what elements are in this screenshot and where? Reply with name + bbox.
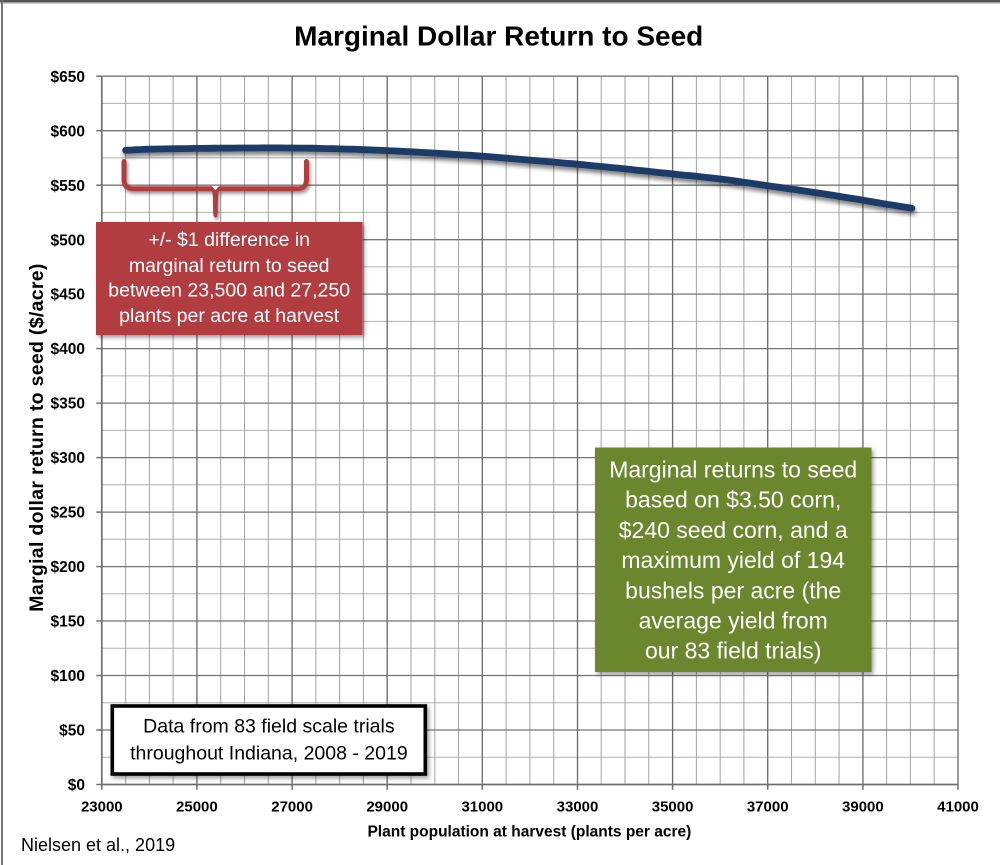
svg-text:$150: $150	[51, 614, 85, 631]
svg-text:based on $3.50 corn,: based on $3.50 corn,	[625, 487, 841, 513]
svg-text:23000: 23000	[81, 799, 123, 816]
svg-text:marginal return to seed: marginal return to seed	[129, 255, 330, 277]
svg-text:Plant population at harvest (p: Plant population at harvest (plants per …	[367, 824, 691, 841]
svg-text:$0: $0	[68, 777, 85, 794]
svg-text:plants per acre at harvest: plants per acre at harvest	[119, 305, 340, 327]
svg-text:33000: 33000	[557, 799, 599, 816]
svg-text:bushels per acre (the: bushels per acre (the	[625, 578, 841, 604]
svg-text:37000: 37000	[747, 799, 789, 816]
svg-text:+/- $1 difference in: +/- $1 difference in	[148, 229, 310, 251]
svg-text:Marginal Dollar Return to Seed: Marginal Dollar Return to Seed	[294, 21, 703, 52]
svg-text:average yield from: average yield from	[639, 608, 828, 634]
svg-text:$200: $200	[51, 559, 85, 576]
svg-text:$650: $650	[51, 69, 85, 86]
svg-text:27000: 27000	[271, 799, 313, 816]
svg-text:throughout Indiana, 2008 - 201: throughout Indiana, 2008 - 2019	[130, 743, 408, 765]
svg-text:$240 seed corn, and a: $240 seed corn, and a	[619, 517, 848, 543]
svg-text:25000: 25000	[176, 799, 218, 816]
svg-text:between 23,500 and 27,250: between 23,500 and 27,250	[108, 280, 350, 302]
svg-text:41000: 41000	[937, 799, 979, 816]
svg-text:$550: $550	[51, 178, 85, 195]
svg-text:35000: 35000	[652, 799, 694, 816]
svg-text:$250: $250	[51, 505, 85, 522]
svg-text:$450: $450	[51, 287, 85, 304]
svg-text:29000: 29000	[366, 799, 408, 816]
svg-text:$350: $350	[51, 396, 85, 413]
svg-text:our 83 field trials): our 83 field trials)	[645, 637, 821, 663]
svg-text:$100: $100	[51, 668, 85, 685]
svg-text:$300: $300	[51, 450, 85, 467]
svg-text:$50: $50	[59, 723, 85, 740]
svg-text:31000: 31000	[461, 799, 503, 816]
svg-text:$400: $400	[51, 341, 85, 358]
svg-text:Data from 83 field scale trial: Data from 83 field scale trials	[143, 716, 395, 738]
svg-text:maximum yield of 194: maximum yield of 194	[621, 547, 845, 573]
svg-text:$600: $600	[51, 123, 85, 140]
svg-text:$500: $500	[51, 232, 85, 249]
svg-text:39000: 39000	[842, 799, 884, 816]
svg-text:Margial dollar return to seed: Margial dollar return to seed ($/acre)	[26, 263, 48, 611]
svg-text:Marginal returns to seed: Marginal returns to seed	[609, 456, 857, 482]
svg-text:Nielsen et al., 2019: Nielsen et al., 2019	[21, 835, 175, 855]
